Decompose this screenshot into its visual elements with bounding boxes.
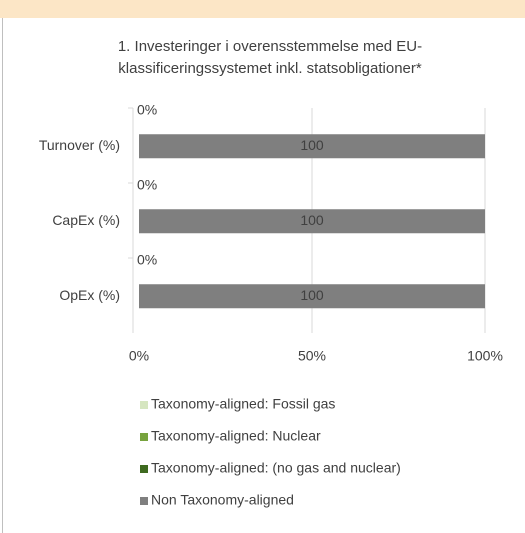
legend-swatch xyxy=(140,433,148,441)
legend-label: Taxonomy-aligned: Fossil gas xyxy=(151,396,335,412)
x-tick-label: 100% xyxy=(467,348,503,364)
legend-swatch xyxy=(140,465,148,473)
bar xyxy=(139,209,485,234)
legend-swatch xyxy=(140,497,148,505)
x-tick-label: 50% xyxy=(298,348,326,364)
legend-swatch xyxy=(140,401,148,409)
data-label: 100 xyxy=(300,212,324,228)
header-band xyxy=(0,0,525,18)
edge-line xyxy=(2,18,3,533)
data-label: 0% xyxy=(137,252,157,268)
legend-label: Taxonomy-aligned: Nuclear xyxy=(151,428,321,444)
bar xyxy=(139,284,485,309)
data-label: 0% xyxy=(137,102,157,118)
y-tick-label: Turnover (%) xyxy=(39,137,120,153)
legend-label: Non Taxonomy-aligned xyxy=(151,492,294,508)
chart-title: 1. Investeringer i overensstemmelse med … xyxy=(117,38,423,77)
y-tick-label: OpEx (%) xyxy=(59,287,120,303)
legend-label: Taxonomy-aligned: (no gas and nuclear) xyxy=(151,460,401,476)
data-label: 100 xyxy=(300,287,324,303)
bar xyxy=(139,134,485,159)
y-tick-label: CapEx (%) xyxy=(52,212,120,228)
x-tick-label: 0% xyxy=(129,348,149,364)
data-label: 100 xyxy=(300,137,324,153)
data-label: 0% xyxy=(137,177,157,193)
